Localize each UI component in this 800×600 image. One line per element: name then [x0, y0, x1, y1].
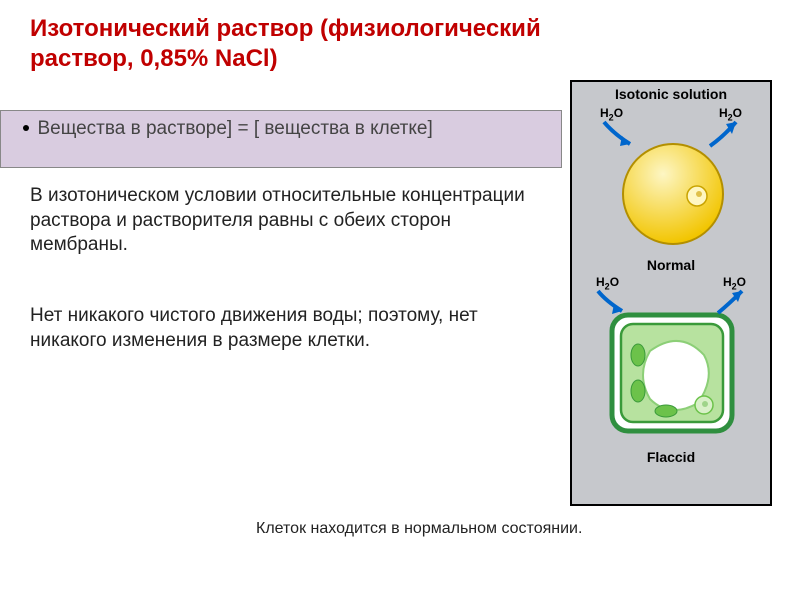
arrow-out-right-icon — [708, 289, 748, 323]
arrow-in-left-icon — [600, 120, 642, 156]
footer-caption: Клеток находится в нормальном состоянии. — [256, 520, 582, 538]
plant-cell-icon — [608, 311, 736, 435]
animal-cell-label: Normal — [572, 257, 770, 273]
paragraph-2: Нет никакого чистого движения воды; поэт… — [30, 304, 550, 353]
diagram-title: Isotonic solution — [572, 82, 770, 104]
plant-cell-label: Flaccid — [572, 449, 770, 465]
bullet-icon — [23, 125, 29, 131]
animal-cell-icon — [619, 140, 727, 248]
arrow-out-right-icon — [700, 120, 742, 156]
arrow-in-left-icon — [594, 289, 634, 323]
highlight-text: Вещества в растворе] = [ вещества в клет… — [37, 118, 432, 139]
page-title: Изотонический раствор (физиологический р… — [30, 14, 590, 74]
plant-cell-area: H2O H2O Flaccid — [572, 275, 770, 465]
paragraph-1: В изотоническом условии относительные ко… — [30, 184, 550, 258]
diagram-panel: Isotonic solution H2O H2O Normal H2O — [570, 80, 772, 506]
animal-cell-area: H2O H2O Normal — [572, 104, 770, 269]
highlight-box: Вещества в растворе] = [ вещества в клет… — [0, 110, 562, 168]
